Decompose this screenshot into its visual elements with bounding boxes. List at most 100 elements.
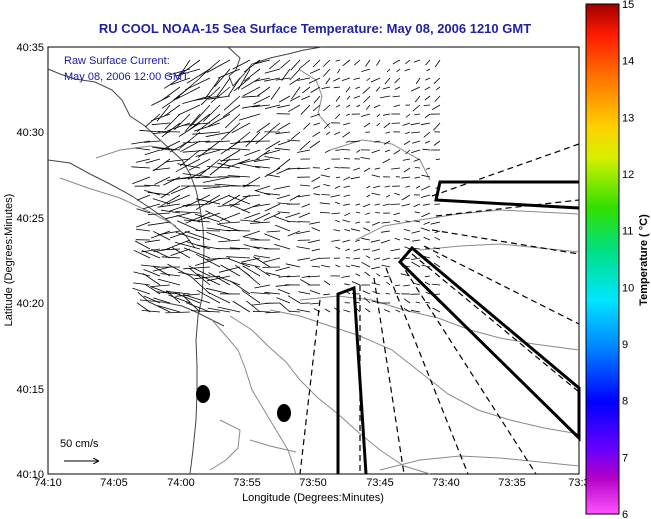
- current-vector: [183, 266, 211, 270]
- current-vector: [433, 140, 441, 146]
- current-vector: [355, 211, 361, 214]
- current-vector: [147, 212, 171, 215]
- current-vector: [414, 211, 421, 214]
- current-vector: [165, 158, 191, 163]
- current-vector: [206, 257, 231, 260]
- current-vector: [217, 306, 241, 313]
- current-vector: [244, 271, 261, 286]
- current-vector: [182, 203, 211, 207]
- current-vector: [346, 104, 351, 108]
- current-vector: [246, 300, 261, 313]
- current-vector: [240, 219, 261, 223]
- current-vector: [308, 77, 321, 84]
- current-vector: [371, 221, 381, 226]
- current-vector: [324, 149, 331, 154]
- current-vector: [139, 129, 161, 133]
- current-vector: [299, 140, 311, 151]
- current-vector: [144, 239, 161, 243]
- current-vector: [394, 86, 401, 90]
- current-vector: [297, 167, 311, 170]
- current-vector: [150, 284, 171, 287]
- current-vector: [250, 292, 271, 295]
- current-vector: [161, 248, 181, 251]
- current-vector: [186, 68, 211, 84]
- current-vector: [195, 149, 221, 157]
- current-vector: [362, 86, 371, 94]
- current-vector: [411, 230, 421, 234]
- current-vector: [350, 264, 361, 268]
- current-vector: [254, 190, 271, 196]
- current-vector: [296, 246, 311, 250]
- current-vector: [170, 185, 191, 195]
- current-vector: [392, 95, 401, 98]
- current-vector: [210, 86, 231, 103]
- current-vector: [394, 192, 401, 196]
- current-vector: [180, 59, 201, 75]
- current-vector: [380, 95, 391, 99]
- current-vector: [255, 59, 271, 65]
- current-vector: [310, 113, 321, 118]
- current-vector: [351, 281, 361, 286]
- current-vector: [433, 122, 441, 131]
- current-vector: [402, 122, 411, 126]
- current-vector: [254, 255, 271, 259]
- current-vector: [382, 158, 391, 164]
- current-vector: [217, 68, 241, 79]
- current-vector: [224, 113, 241, 129]
- current-vector: [228, 195, 251, 205]
- current-vector: [383, 113, 391, 116]
- current-vector: [242, 236, 261, 241]
- current-vector: [175, 86, 201, 100]
- radial-dashed-lines: [299, 143, 580, 475]
- current-vector: [290, 59, 301, 71]
- current-vector: [325, 131, 331, 136]
- current-vector: [206, 287, 231, 295]
- current-vector: [394, 284, 401, 287]
- y-tick-label: 40:25: [16, 213, 44, 225]
- current-vector: [390, 248, 401, 252]
- current-vector: [297, 77, 311, 81]
- current-vector: [366, 194, 371, 198]
- current-vector: [243, 59, 261, 73]
- current-vector: [290, 131, 301, 140]
- current-vector: [310, 302, 321, 305]
- current-vector: [365, 308, 371, 313]
- current-vector: [413, 282, 421, 286]
- current-vector: [157, 305, 181, 313]
- current-vector: [242, 265, 261, 277]
- current-vector: [229, 247, 251, 250]
- current-vector: [334, 201, 341, 205]
- current-vector: [434, 59, 441, 68]
- current-vector: [253, 212, 271, 222]
- current-vector: [205, 210, 231, 223]
- current-vector: [345, 140, 351, 143]
- current-vector: [132, 176, 151, 185]
- current-vector: [335, 264, 341, 268]
- current-vector: [365, 59, 371, 67]
- x-tick-label: 74:05: [100, 477, 128, 489]
- colorbar-tick-label: 10: [622, 282, 634, 294]
- current-vector: [342, 219, 351, 223]
- current-vector: [176, 220, 201, 232]
- current-vector: [353, 248, 361, 252]
- current-vector: [241, 262, 261, 268]
- current-vector: [405, 131, 411, 135]
- current-vector: [217, 275, 241, 286]
- current-vector: [192, 131, 221, 135]
- current-vector: [204, 77, 221, 99]
- current-vector: [356, 149, 361, 153]
- current-vector: [172, 176, 201, 180]
- current-vector: [203, 185, 231, 189]
- current-vector: [274, 147, 291, 151]
- current-vector: [298, 59, 311, 70]
- colorbar-tick-label: 7: [622, 452, 628, 464]
- current-vector: [264, 68, 281, 74]
- current-vector: [335, 59, 341, 62]
- current-vector: [233, 77, 251, 92]
- current-vector: [380, 239, 391, 244]
- current-vector: [321, 86, 331, 89]
- current-vector: [364, 271, 371, 277]
- current-vector: [140, 264, 161, 268]
- current-vector: [372, 185, 381, 189]
- current-vector: [135, 147, 151, 151]
